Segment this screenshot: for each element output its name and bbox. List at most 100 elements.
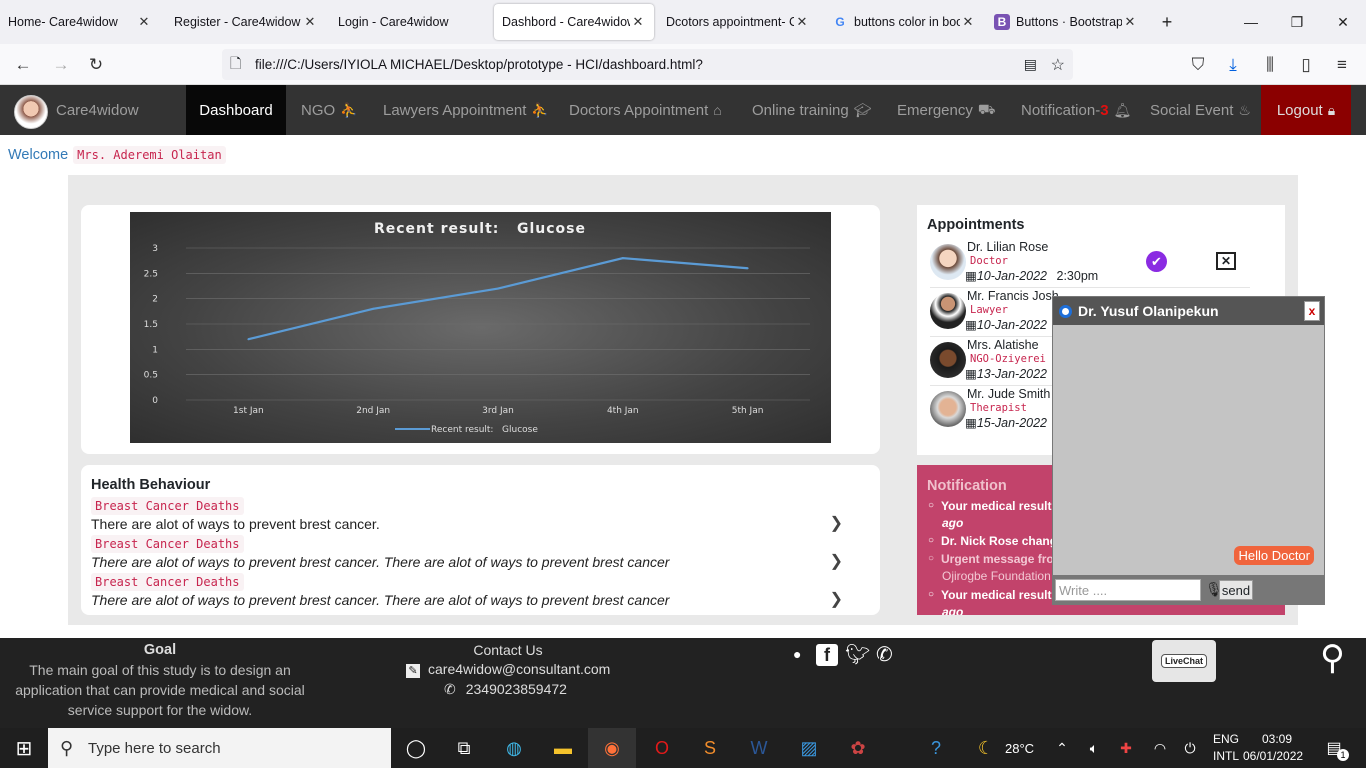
battery-icon[interactable]: ⏻	[1184, 739, 1196, 756]
calendar-icon: ▦	[965, 416, 977, 430]
cortana-icon[interactable]: ◯	[405, 737, 427, 758]
cancel-x-icon[interactable]: ✕	[1216, 252, 1236, 270]
appointment-item[interactable]: Dr. Lilian Rose Doctor ▦10-Jan-2022 2:30…	[930, 240, 1260, 288]
nav-notification[interactable]: Notification- 3 🔔︎	[1021, 85, 1131, 135]
opera-icon[interactable]: O	[654, 737, 669, 758]
list-item[interactable]: Breast Cancer Deaths There are alot of w…	[91, 497, 843, 535]
close-icon[interactable]: ✕	[962, 14, 974, 29]
download-icon[interactable]: ⤓	[1229, 55, 1237, 74]
brand-logo[interactable]	[14, 95, 48, 129]
bookmark-star-icon[interactable]: ☆	[1050, 56, 1065, 74]
nav-social[interactable]: Social Event ♨	[1150, 85, 1251, 135]
nav-doctors[interactable]: Doctors Appointment ⌂	[569, 85, 722, 135]
appointment-item[interactable]: Mr. Francis Josh Lawyer ▦10-Jan-2022	[930, 289, 1260, 337]
nav-logout[interactable]: Logout 🔒︎	[1261, 85, 1351, 135]
nav-dashboard[interactable]: Dashboard	[186, 85, 286, 135]
chevron-right-icon[interactable]: ❯	[829, 591, 843, 608]
library-icon[interactable]: ⫼	[1266, 55, 1274, 74]
reader-view-icon[interactable]: ▤	[1023, 56, 1037, 72]
phone[interactable]: 2349023859472	[465, 681, 567, 697]
file-explorer-icon[interactable]: ▬	[554, 737, 572, 758]
reload-button[interactable]: ↻	[88, 55, 104, 74]
livechat-button[interactable]: LiveChat	[1152, 640, 1216, 682]
minimize-button[interactable]: —	[1244, 14, 1258, 30]
facebook-icon[interactable]: f	[816, 644, 838, 666]
whatsapp-icon[interactable]: ✆	[876, 644, 893, 666]
chevron-right-icon[interactable]: ❯	[829, 515, 843, 532]
email[interactable]: care4widow@consultant.com	[428, 661, 611, 677]
help-icon[interactable]: ?	[930, 737, 941, 758]
appointment-name: Dr. Lilian Rose	[967, 240, 1049, 254]
nav-ngo[interactable]: NGO ⛹	[301, 85, 358, 135]
task-view-icon[interactable]: ⧉	[457, 737, 471, 758]
x-tick-label: 2nd Jan	[356, 406, 390, 416]
birthday-cake-icon: ♨	[1238, 101, 1251, 118]
close-icon[interactable]: ✕	[1124, 14, 1136, 29]
confirm-check-icon[interactable]: ✔	[1146, 251, 1167, 272]
menu-icon[interactable]: ≡	[1337, 55, 1347, 74]
bell-icon: 🔔︎	[1113, 101, 1132, 118]
close-icon[interactable]: ✕	[138, 14, 150, 29]
restore-button[interactable]: ❐	[1290, 13, 1304, 30]
windows-start-icon[interactable]: ⊞	[15, 737, 33, 760]
volume-icon[interactable]: 🔈︎	[1089, 739, 1099, 756]
notification-item[interactable]: Urgent message fro	[928, 552, 1054, 566]
appointment-item[interactable]: Mrs. Alatishe NGO-Oziyerei F ▦13-Jan-202…	[930, 338, 1260, 386]
list-item[interactable]: Breast Cancer Deaths There are alot of w…	[91, 573, 843, 611]
lang-code[interactable]: ENG	[1213, 732, 1240, 746]
edge-icon[interactable]: ◍	[506, 737, 522, 758]
chevron-right-icon[interactable]: ❯	[829, 553, 843, 570]
brand-link[interactable]: Care4widow	[56, 85, 139, 135]
close-window-button[interactable]: ✕	[1337, 13, 1349, 30]
forward-button[interactable]: →	[52, 55, 70, 74]
livechat-label: LiveChat	[1160, 654, 1207, 668]
url-bar[interactable]: 🗋 file:///C:/Users/IYIOLA MICHAEL/Deskto…	[222, 49, 1073, 80]
notification-item[interactable]: Dr. Nick Rose chang	[928, 534, 1057, 548]
health-tag: Breast Cancer Deaths	[91, 535, 244, 553]
list-item[interactable]: Breast Cancer Deaths There are alot of w…	[91, 535, 843, 573]
chevron-up-icon[interactable]: ⌃	[1056, 739, 1068, 756]
nav-emergency[interactable]: Emergency ⛟	[897, 85, 996, 135]
tab-register[interactable]: Register - Care4widow ✕	[166, 4, 326, 40]
word-icon[interactable]: W	[750, 737, 768, 758]
chart-svg: Recent result: Glucose 0 0.5 1 1.5 2 2.5 3 1st…	[144, 221, 810, 435]
sublime-icon[interactable]: S	[703, 737, 716, 758]
taskbar-search[interactable]: ⚲ Type here to search	[48, 728, 391, 768]
tab-login[interactable]: Login - Care4widow	[330, 4, 490, 40]
back-button[interactable]: ←	[14, 55, 32, 74]
paint-icon[interactable]: ✿	[850, 737, 866, 758]
wifi-icon[interactable]: ◠	[1153, 739, 1167, 756]
nav-training[interactable]: Online training 🎓︎	[752, 85, 872, 135]
pocket-icon[interactable]: ⛉	[1191, 55, 1205, 74]
photos-icon[interactable]: ▨	[800, 737, 818, 758]
microphone-icon[interactable]: 🎙︎	[1205, 581, 1223, 597]
tab-google[interactable]: G buttons color in boo ✕	[824, 4, 984, 40]
sidebar-icon[interactable]: ▯	[1301, 55, 1311, 74]
firefox-icon[interactable]: ◉	[588, 728, 636, 768]
notification-item[interactable]: Your medical result	[928, 588, 1052, 602]
tab-doctors[interactable]: Dcotors appointment- C ✕	[658, 4, 818, 40]
tab-dashboard[interactable]: Dashbord - Care4widow ✕	[494, 4, 654, 40]
close-icon[interactable]: ✕	[304, 14, 316, 29]
new-tab-button[interactable]: +	[1161, 11, 1173, 32]
appointment-item[interactable]: Mr. Jude Smith Therapist ▦15-Jan-2022	[930, 387, 1260, 435]
clock-time[interactable]: 03:09	[1262, 732, 1293, 746]
lang-layout[interactable]: INTL	[1213, 749, 1240, 763]
page-icon: 🗋	[230, 54, 242, 71]
clock-date[interactable]: 06/01/2022	[1243, 749, 1304, 763]
send-button[interactable]: send	[1219, 580, 1253, 600]
tab-bootstrap[interactable]: B Buttons · Bootstrap ✕	[986, 4, 1146, 40]
antivirus-icon[interactable]: ✚	[1120, 739, 1132, 756]
weather-icon: ☾	[977, 737, 995, 758]
url-text: file:///C:/Users/IYIOLA MICHAEL/Desktop/…	[255, 57, 703, 72]
twitter-icon[interactable]: 🐦︎	[845, 644, 871, 666]
chat-input[interactable]: Write ....	[1055, 579, 1201, 601]
close-icon[interactable]: ✕	[632, 14, 644, 29]
avatar	[14, 95, 48, 129]
chat-close-button[interactable]: x	[1304, 301, 1320, 321]
tab-home[interactable]: Home- Care4widow ✕	[0, 4, 160, 40]
search-icon[interactable]: ⚲	[1320, 639, 1345, 677]
notification-item[interactable]: Your medical result	[928, 499, 1052, 513]
close-icon[interactable]: ✕	[796, 14, 808, 29]
nav-lawyers[interactable]: Lawyers Appointment ⛹	[383, 85, 549, 135]
